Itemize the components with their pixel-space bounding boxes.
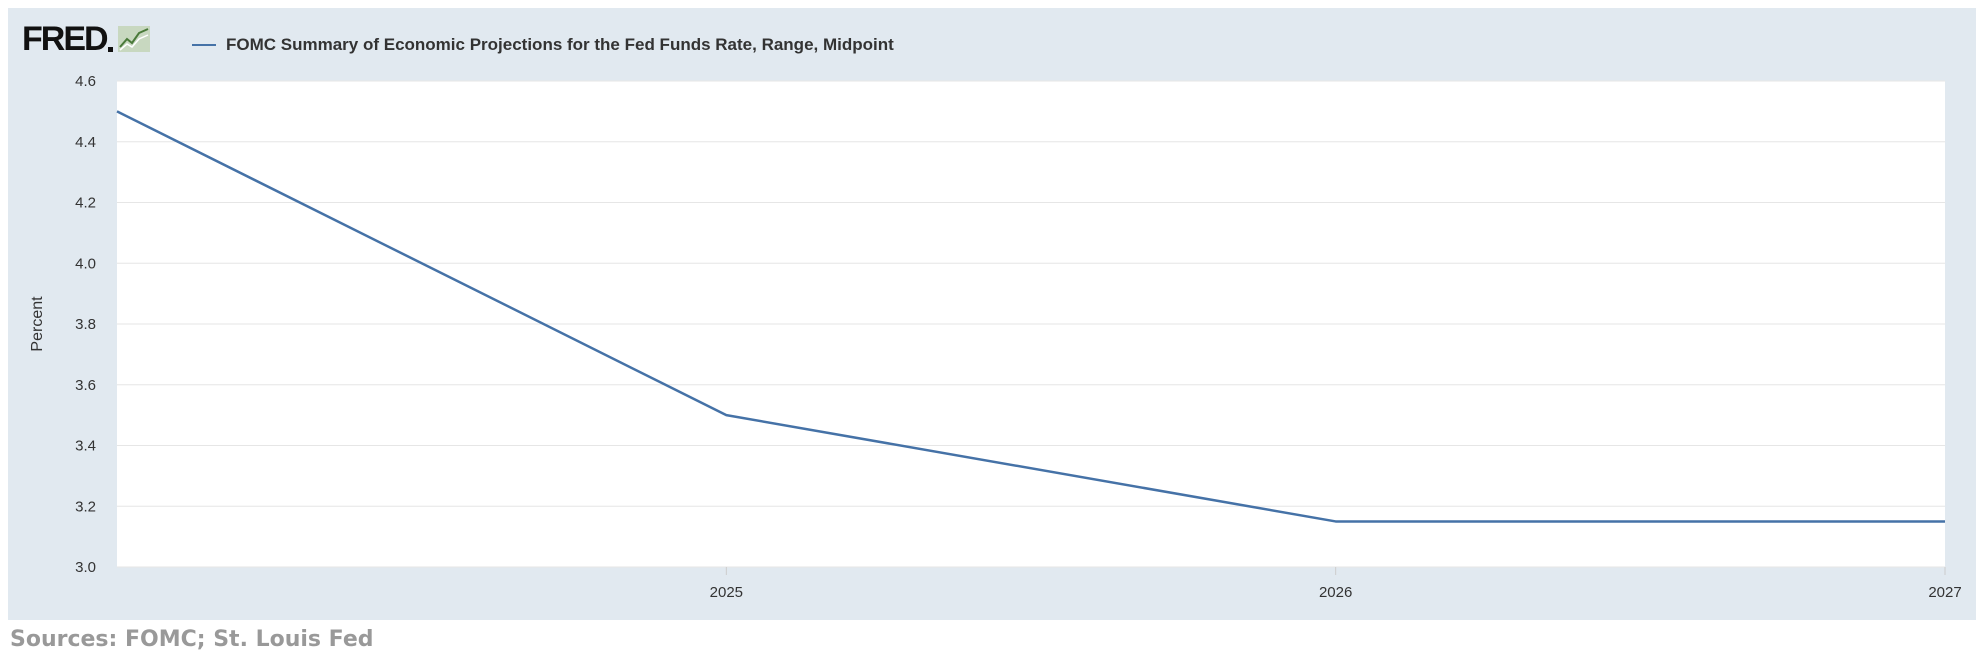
y-tick-label: 3.0 [75, 559, 96, 576]
y-tick-label: 3.4 [75, 438, 96, 455]
y-tick-label: 3.2 [75, 498, 96, 515]
y-tick-label: 4.2 [75, 195, 96, 212]
y-tick-label: 4.6 [75, 73, 96, 90]
x-tick-label: 2026 [1319, 584, 1352, 601]
x-tick-label: 2025 [710, 584, 743, 601]
sources-footer: Sources: FOMC; St. Louis Fed [10, 627, 374, 652]
logo-dot [107, 47, 113, 52]
y-axis-label: Percent [29, 296, 46, 352]
legend-label: FOMC Summary of Economic Projections for… [226, 35, 894, 54]
series-line [116, 110, 1945, 523]
y-tick-label: 3.6 [75, 377, 96, 394]
y-tick-label: 4.0 [75, 255, 96, 272]
chart-line-icon [117, 26, 150, 52]
y-tick-label: 4.4 [75, 134, 96, 151]
y-tick-label: 3.8 [75, 316, 96, 333]
y-axis-ticks: 3.0 3.2 3.4 3.6 3.8 4.0 4.2 4.4 4.6 [75, 73, 96, 576]
fred-logo-text: FRED [22, 20, 109, 58]
legend-swatch [192, 44, 216, 46]
fred-logo[interactable]: FRED [22, 22, 151, 56]
chart-legend: FOMC Summary of Economic Projections for… [192, 35, 894, 55]
x-axis-ticks: 2025 2026 2027 [710, 567, 1962, 601]
series-layer [116, 110, 1945, 523]
x-tick-label: 2027 [1928, 584, 1961, 601]
